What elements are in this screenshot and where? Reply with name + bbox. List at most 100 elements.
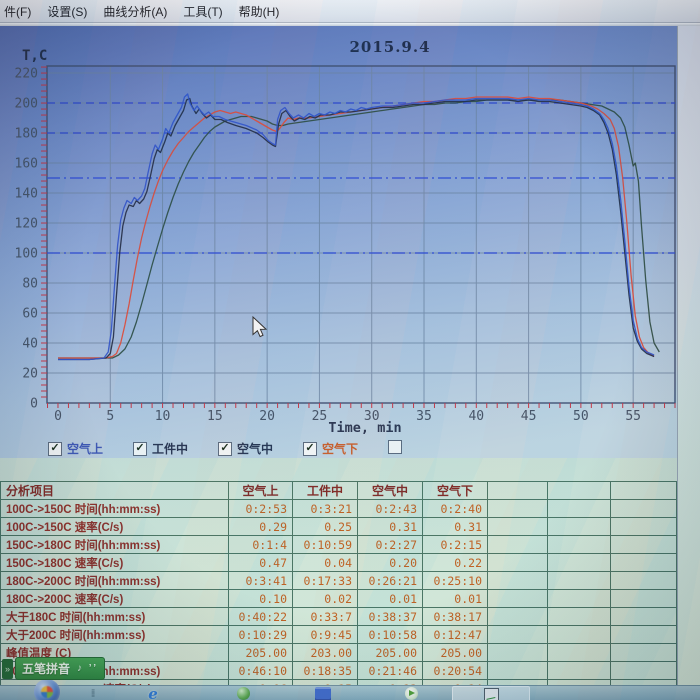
curve-piece-mid: [58, 99, 660, 359]
minor-ticks: [41, 66, 676, 408]
empty-cell: [547, 661, 611, 680]
row-label: 100C->150C 时间(hh:mm:ss): [0, 499, 229, 518]
value-cell: 0.31: [357, 517, 423, 536]
value-cell: 0:2:27: [357, 535, 423, 554]
table-row[interactable]: 100C->150C 时间(hh:mm:ss) 0:2:53 0:3:21 0:2:4…: [0, 499, 677, 518]
start-button[interactable]: [34, 679, 60, 700]
legend-label: 工件中: [152, 442, 189, 456]
taskbar-active-app[interactable]: [452, 686, 530, 700]
legend-label: 空气中: [237, 442, 274, 456]
chart-title: 2015.9.4: [349, 38, 431, 56]
value-cell: 0:2:40: [422, 499, 488, 518]
table-row[interactable]: 150C->180C 时间(hh:mm:ss) 0:1:4 0:10:59 0:2:2…: [0, 535, 677, 554]
legend-item: ✓ 工件中: [133, 440, 188, 457]
column-header: [610, 481, 677, 500]
menu-item[interactable]: 曲线分析(A): [103, 4, 168, 19]
value-cell: 0.01: [422, 589, 488, 608]
y-tick-label: 0: [30, 397, 38, 412]
empty-cell: [487, 607, 548, 626]
value-cell: 0.20: [357, 553, 423, 572]
menu-item[interactable]: 工具(T): [183, 4, 223, 19]
value-cell: 0:17:33: [292, 571, 358, 590]
ime-chevron-icon[interactable]: »: [2, 658, 13, 679]
table-row[interactable]: 100C->150C 速率(C/s) 0.29 0.25 0.31 0.31: [0, 517, 677, 536]
empty-cell: [610, 607, 677, 626]
row-label: 大于200C 时间(hh:mm:ss): [0, 625, 229, 644]
value-cell: 0:25:10: [422, 571, 488, 590]
series-checkbox[interactable]: ✓: [48, 441, 62, 456]
value-cell: 0:10:58: [357, 625, 423, 644]
empty-cell: [610, 553, 677, 572]
empty-cell: [547, 607, 611, 626]
value-cell: 0:46:10: [228, 661, 293, 680]
value-cell: 0:18:35: [292, 661, 358, 680]
y-tick-label: 140: [15, 187, 38, 202]
x-tick-label: 35: [416, 409, 432, 424]
value-cell: 0.31: [422, 517, 488, 536]
curve-air-bottom: [58, 96, 655, 359]
y-tick-label: 40: [22, 337, 38, 352]
empty-cell: [610, 571, 677, 590]
row-label: 150C->180C 速率(C/s): [0, 553, 229, 572]
empty-cell: [547, 535, 611, 554]
x-tick-label: 55: [625, 409, 641, 424]
value-cell: 205.00: [357, 643, 423, 662]
ime-badge[interactable]: 五笔拼音 ♪ ’’: [15, 657, 105, 680]
table-row[interactable]: 150C->180C 速率(C/s) 0.47 0.04 0.20 0.22: [0, 553, 677, 572]
empty-cell: [547, 589, 611, 608]
value-cell: 0.02: [292, 589, 358, 608]
legend-label: 空气下: [322, 442, 359, 456]
series-checkbox[interactable]: ✓: [218, 441, 232, 456]
x-tick-label: 45: [521, 409, 537, 424]
table-row[interactable]: 180C->200C 时间(hh:mm:ss) 0:3:41 0:17:33 0:26…: [0, 571, 677, 590]
value-cell: 0:3:21: [292, 499, 358, 518]
plot-area[interactable]: [47, 66, 675, 403]
value-cell: 0:3:41: [228, 571, 293, 590]
value-cell: 205.00: [422, 643, 488, 662]
table-row[interactable]: 180C->200C 速率(C/s) 0.10 0.02 0.01 0.01: [0, 589, 677, 608]
temperature-chart[interactable]: 0 20 40 60 80 100 120 140 160 180 200 220 0 5 10 15 20 25…: [0, 0, 700, 465]
legend-row: ✓ 空气上 ✓ 工件中 ✓ 空气中 ✓ 空气下: [0, 440, 700, 464]
ime-bar[interactable]: » 五笔拼音 ♪ ’’: [2, 657, 105, 680]
value-cell: 0:38:17: [422, 607, 488, 626]
menu-bar: 件(F) 设置(S) 曲线分析(A) 工具(T) 帮助(H): [0, 0, 700, 23]
menu-item[interactable]: 帮助(H): [238, 4, 280, 19]
empty-cell: [547, 643, 611, 662]
row-label: 100C->150C 速率(C/s): [0, 517, 229, 536]
chart-panel: [0, 26, 700, 458]
value-cell: 0:1:4: [228, 535, 293, 554]
value-cell: 0:40:22: [228, 607, 293, 626]
messenger-icon[interactable]: [234, 686, 252, 700]
menu-item[interactable]: 件(F): [4, 4, 32, 19]
internet-explorer-icon[interactable]: e: [148, 686, 158, 700]
x-tick-label: 5: [106, 409, 114, 424]
table-header-row: 分析项目 空气上 工件中 空气中 空气下: [0, 481, 677, 500]
series-checkbox[interactable]: [388, 440, 402, 454]
empty-cell: [610, 535, 677, 554]
legend-item: ✓ 空气上: [48, 440, 103, 457]
value-cell: 0:20:54: [422, 661, 488, 680]
empty-cell: [610, 661, 677, 680]
table-row[interactable]: 大于180C 时间(hh:mm:ss) 0:40:22 0:33:7 0:38:37 0…: [0, 607, 677, 626]
row-label: 180C->200C 时间(hh:mm:ss): [0, 571, 229, 590]
x-tick-label: 30: [364, 409, 380, 424]
empty-cell: [487, 589, 548, 608]
menu-item[interactable]: 设置(S): [47, 4, 88, 19]
x-tick-label: 50: [573, 409, 589, 424]
row-label: 150C->180C 时间(hh:mm:ss): [0, 535, 229, 554]
value-cell: 0.47: [228, 553, 293, 572]
ime-option-icons[interactable]: ♪ ’’: [77, 663, 98, 674]
series-checkbox[interactable]: ✓: [303, 441, 317, 456]
series-checkbox[interactable]: ✓: [133, 441, 147, 456]
media-player-icon[interactable]: [402, 686, 420, 700]
taskbar: ≡ ≡ e: [0, 679, 700, 700]
value-cell: 0:2:15: [422, 535, 488, 554]
language-bar-mini-icon[interactable]: ≡ ≡: [91, 688, 95, 699]
legend-item: ✓ 空气下: [303, 440, 358, 457]
column-header: 空气中: [357, 481, 423, 500]
column-header: [547, 481, 611, 500]
table-row[interactable]: 大于200C 时间(hh:mm:ss) 0:10:29 0:9:45 0:10:58 0…: [0, 625, 677, 644]
media-folder-icon[interactable]: [314, 686, 332, 700]
windows-logo-icon: [41, 686, 53, 698]
